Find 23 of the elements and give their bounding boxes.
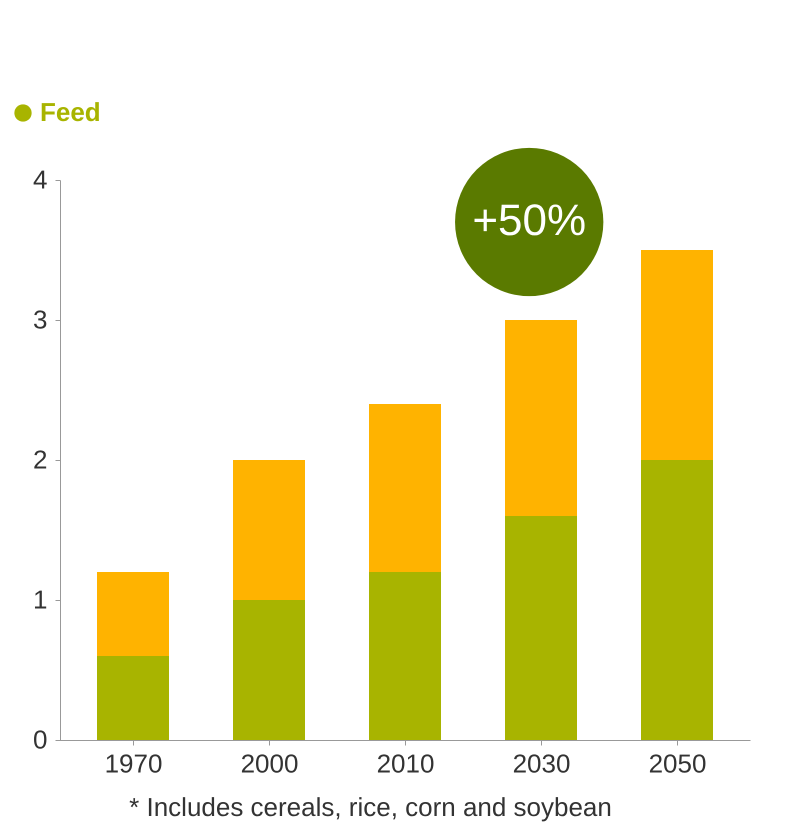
y-tick-label: 3 bbox=[33, 304, 48, 334]
bar bbox=[369, 404, 441, 572]
x-tick-label: 2010 bbox=[376, 748, 434, 778]
bar bbox=[233, 460, 305, 600]
annotation: +50% bbox=[472, 196, 586, 245]
y-tick-label: 2 bbox=[33, 444, 48, 474]
bar bbox=[505, 320, 577, 516]
x-tick-label: 2030 bbox=[512, 748, 570, 778]
x-tick-label: 1970 bbox=[104, 748, 162, 778]
bar bbox=[505, 516, 577, 740]
bar bbox=[641, 460, 713, 740]
legend-label: Feed bbox=[40, 97, 101, 127]
bar bbox=[369, 572, 441, 740]
bar bbox=[641, 250, 713, 460]
y-tick-label: 1 bbox=[33, 584, 48, 614]
y-tick-label: 4 bbox=[33, 164, 48, 194]
bar bbox=[97, 572, 169, 656]
bar bbox=[97, 656, 169, 740]
bar bbox=[233, 600, 305, 740]
x-tick-label: 2000 bbox=[240, 748, 298, 778]
y-tick-label: 0 bbox=[33, 724, 48, 754]
x-tick-label: 2050 bbox=[648, 748, 706, 778]
text: * Includes cereals, rice, corn and soybean bbox=[129, 792, 612, 822]
